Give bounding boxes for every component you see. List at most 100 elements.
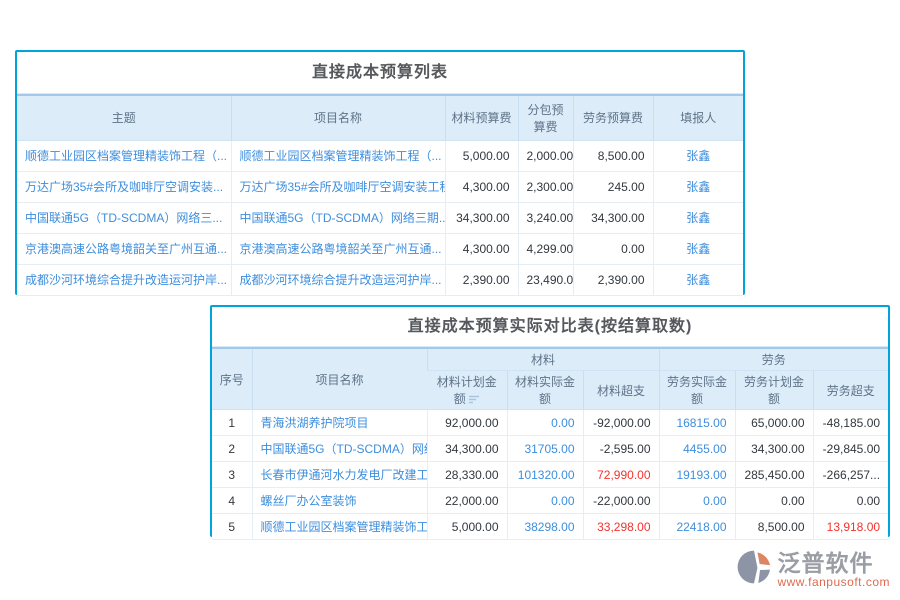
- sort-icon[interactable]: [468, 393, 480, 407]
- fanpu-logo: 泛普软件 www.fanpusoft.com: [735, 548, 890, 591]
- cell-reporter-link[interactable]: 张鑫: [652, 233, 743, 265]
- cell-subject-link[interactable]: 顺德工业园区档案管理精装饰工程（...: [17, 140, 232, 172]
- budget-list-title: 直接成本预算列表: [17, 52, 743, 94]
- col-header-labor-over: 劳务超支: [812, 370, 889, 410]
- fanpu-logo-text: 泛普软件: [777, 549, 874, 576]
- cell-labor-plan: 34,300.00: [734, 435, 814, 462]
- cell-reporter-link[interactable]: 张鑫: [652, 171, 743, 203]
- cell-material-plan: 22,000.00: [426, 487, 508, 514]
- cell-subcontract-budget: 2,000.00: [517, 140, 574, 172]
- col-header-reporter: 填报人: [652, 94, 743, 141]
- cell-labor-budget: 0.00: [572, 233, 654, 265]
- cell-material-budget: 5,000.00: [444, 140, 519, 172]
- table-row[interactable]: 京港澳高速公路粤境韶关至广州互通... 京港澳高速公路粤境韶关至广州互通... …: [17, 233, 743, 265]
- compare-header-group-row: 序号 项目名称 材料 劳务: [212, 347, 889, 410]
- cell-material-actual[interactable]: 101320.00: [506, 461, 584, 488]
- col-header-labor-budget: 劳务预算费: [572, 94, 653, 141]
- table-row[interactable]: 万达广场35#会所及咖啡厅空调安装... 万达广场35#会所及咖啡厅空调安装工程…: [17, 171, 743, 203]
- cell-material-plan: 34,300.00: [426, 435, 508, 462]
- cell-project-link[interactable]: 中国联通5G（TD-SCDMA）网络三: [251, 435, 428, 462]
- cell-subject-link[interactable]: 京港澳高速公路粤境韶关至广州互通...: [17, 233, 232, 265]
- col-header-material-plan[interactable]: 材料计划金额: [427, 370, 507, 410]
- cell-labor-budget: 245.00: [572, 171, 654, 203]
- cell-project-link[interactable]: 螺丝厂办公室装饰: [251, 487, 428, 514]
- compare-header-sub-row: 材料计划金额 材料实际金额 材料超支 劳务实际金额 劳务计划金额 劳务超支: [212, 370, 889, 410]
- col-header-material-over: 材料超支: [582, 370, 660, 410]
- cell-material-actual[interactable]: 0.00: [506, 487, 584, 514]
- table-row[interactable]: 5 顺德工业园区档案管理精装饰工程 5,000.00 38298.00 33,2…: [212, 513, 889, 540]
- col-header-material-budget: 材料预算费: [444, 94, 518, 141]
- cell-seq: 1: [212, 409, 253, 436]
- budget-list-table: 主题 项目名称 材料预算费 分包预算费 劳务预算费 填报人 顺德工业园区档案管理…: [17, 94, 743, 296]
- cell-project-link[interactable]: 青海洪湖养护院项目: [251, 409, 428, 436]
- cell-material-plan: 28,330.00: [426, 461, 508, 488]
- col-header-labor-plan: 劳务计划金额: [734, 370, 814, 410]
- table-row[interactable]: 顺德工业园区档案管理精装饰工程（... 顺德工业园区档案管理精装饰工程（... …: [17, 140, 743, 172]
- col-header-material-plan-label: 材料计划金额: [436, 375, 497, 406]
- cell-material-over: -22,000.00: [582, 487, 660, 514]
- table-row[interactable]: 2 中国联通5G（TD-SCDMA）网络三 34,300.00 31705.00…: [212, 435, 889, 462]
- cell-material-plan: 5,000.00: [426, 513, 508, 540]
- cell-labor-actual[interactable]: 22418.00: [658, 513, 736, 540]
- cell-labor-actual[interactable]: 0.00: [658, 487, 736, 514]
- cell-labor-plan: 65,000.00: [734, 409, 814, 436]
- budget-compare-title: 直接成本预算实际对比表(按结算取数): [212, 307, 888, 347]
- col-header-subcontract-budget: 分包预算费: [517, 94, 573, 141]
- cell-material-actual[interactable]: 31705.00: [506, 435, 584, 462]
- cell-material-actual[interactable]: 38298.00: [506, 513, 584, 540]
- cell-material-over: 33,298.00: [582, 513, 660, 540]
- col-group-material: 材料: [426, 347, 660, 371]
- cell-project-link[interactable]: 万达广场35#会所及咖啡厅空调安装工程: [230, 171, 446, 203]
- cell-seq: 5: [212, 513, 253, 540]
- cell-labor-over: 0.00: [812, 487, 889, 514]
- table-row[interactable]: 4 螺丝厂办公室装饰 22,000.00 0.00 -22,000.00 0.0…: [212, 487, 889, 514]
- cell-reporter-link[interactable]: 张鑫: [652, 140, 743, 172]
- cell-seq: 4: [212, 487, 253, 514]
- cell-labor-over: 13,918.00: [812, 513, 889, 540]
- table-row[interactable]: 1 青海洪湖养护院项目 92,000.00 0.00 -92,000.00 16…: [212, 409, 889, 436]
- col-header-material-actual: 材料实际金额: [506, 370, 583, 410]
- col-group-labor: 劳务: [658, 347, 889, 371]
- cell-labor-actual[interactable]: 19193.00: [658, 461, 736, 488]
- table-row[interactable]: 中国联通5G（TD-SCDMA）网络三... 中国联通5G（TD-SCDMA）网…: [17, 202, 743, 234]
- cell-labor-budget: 8,500.00: [572, 140, 654, 172]
- budget-list-header-row: 主题 项目名称 材料预算费 分包预算费 劳务预算费 填报人: [17, 94, 743, 141]
- cell-project-link[interactable]: 顺德工业园区档案管理精装饰工程（...: [230, 140, 446, 172]
- col-header-project: 项目名称: [230, 94, 445, 141]
- cell-material-over: 72,990.00: [582, 461, 660, 488]
- cell-project-link[interactable]: 成都沙河环境综合提升改造运河护岸...: [230, 264, 446, 296]
- cell-subcontract-budget: 23,490.00: [517, 264, 574, 296]
- cell-subject-link[interactable]: 万达广场35#会所及咖啡厅空调安装...: [17, 171, 232, 203]
- cell-labor-over: -48,185.00: [812, 409, 889, 436]
- cell-subcontract-budget: 3,240.00: [517, 202, 574, 234]
- cell-material-plan: 92,000.00: [426, 409, 508, 436]
- cell-material-budget: 2,390.00: [444, 264, 519, 296]
- cell-reporter-link[interactable]: 张鑫: [652, 264, 743, 296]
- cell-reporter-link[interactable]: 张鑫: [652, 202, 743, 234]
- cell-labor-actual[interactable]: 16815.00: [658, 409, 736, 436]
- cell-material-over: -92,000.00: [582, 409, 660, 436]
- cell-project-link[interactable]: 京港澳高速公路粤境韶关至广州互通...: [230, 233, 446, 265]
- cell-labor-actual[interactable]: 4455.00: [658, 435, 736, 462]
- cell-labor-over: -29,845.00: [812, 435, 889, 462]
- budget-compare-table: 序号 项目名称 材料 劳务 材料计划金额 材料实际金额 材料超支 劳务实际金额 …: [212, 347, 889, 540]
- cell-labor-budget: 34,300.00: [572, 202, 654, 234]
- cell-material-budget: 34,300.00: [444, 202, 519, 234]
- cell-subject-link[interactable]: 成都沙河环境综合提升改造运河护岸...: [17, 264, 232, 296]
- cell-project-link[interactable]: 顺德工业园区档案管理精装饰工程: [251, 513, 428, 540]
- table-row[interactable]: 成都沙河环境综合提升改造运河护岸... 成都沙河环境综合提升改造运河护岸... …: [17, 264, 743, 296]
- cell-material-actual[interactable]: 0.00: [506, 409, 584, 436]
- cell-project-link[interactable]: 中国联通5G（TD-SCDMA）网络三期...: [230, 202, 446, 234]
- budget-compare-card: 直接成本预算实际对比表(按结算取数) 序号 项目名称 材料 劳务 材料计划金额 …: [210, 305, 890, 540]
- cell-material-budget: 4,300.00: [444, 171, 519, 203]
- cell-seq: 3: [212, 461, 253, 488]
- fanpu-website-url: www.fanpusoft.com: [777, 574, 890, 589]
- budget-list-card: 直接成本预算列表 主题 项目名称 材料预算费 分包预算费 劳务预算费 填报人 顺…: [15, 50, 745, 296]
- cell-material-over: -2,595.00: [582, 435, 660, 462]
- table-row[interactable]: 3 长春市伊通河水力发电厂改建工程 28,330.00 101320.00 72…: [212, 461, 889, 488]
- cell-labor-plan: 285,450.00: [734, 461, 814, 488]
- cell-project-link[interactable]: 长春市伊通河水力发电厂改建工程: [251, 461, 428, 488]
- cell-subject-link[interactable]: 中国联通5G（TD-SCDMA）网络三...: [17, 202, 232, 234]
- cell-subcontract-budget: 2,300.00: [517, 171, 574, 203]
- cell-labor-plan: 0.00: [734, 487, 814, 514]
